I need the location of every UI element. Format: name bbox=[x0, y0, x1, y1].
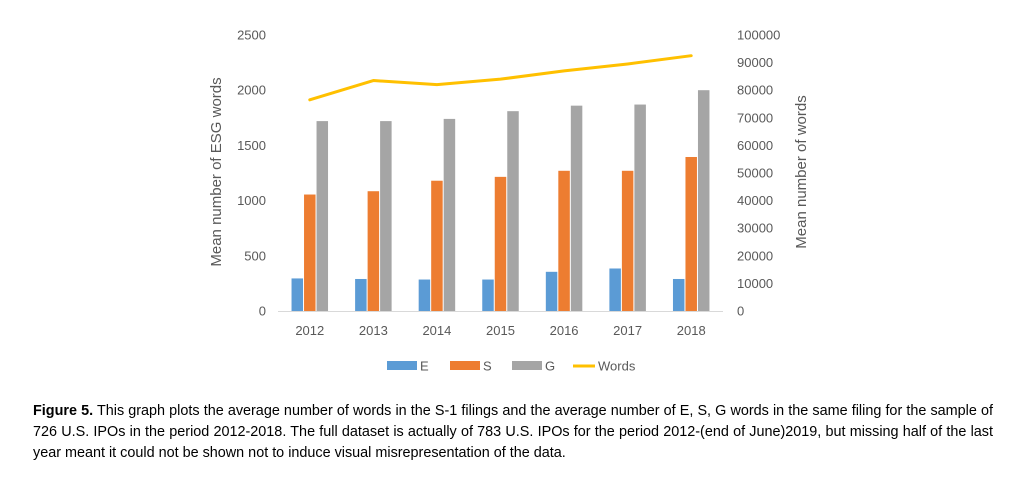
y-tick-label: 1000 bbox=[237, 193, 266, 208]
bar-e bbox=[355, 278, 367, 311]
y2-tick-label: 70000 bbox=[737, 110, 773, 125]
combo-chart: 0 500 1000 1500 2000 2500 0 10000 20000 30000 4000… bbox=[208, 28, 810, 374]
bar-s bbox=[494, 176, 507, 311]
figure-caption: Figure 5. This graph plots the average n… bbox=[33, 401, 993, 464]
x-tick-label: 2014 bbox=[422, 323, 451, 338]
bar-s bbox=[685, 156, 697, 311]
bar-s bbox=[621, 170, 634, 311]
bar-g bbox=[316, 121, 329, 311]
x-tick-label: 2015 bbox=[486, 323, 515, 338]
x-tick-label: 2013 bbox=[359, 323, 388, 338]
legend-label-e: E bbox=[420, 359, 429, 374]
caption-text: This graph plots the average number of w… bbox=[33, 403, 993, 461]
x-tick-label: 2012 bbox=[295, 323, 324, 338]
y2-tick-label: 40000 bbox=[737, 193, 773, 208]
y2-axis-title: Mean number of words bbox=[793, 95, 810, 248]
bar-g bbox=[443, 118, 456, 312]
bar-g bbox=[507, 111, 519, 312]
y-tick-label: 0 bbox=[259, 304, 266, 319]
bar-g bbox=[380, 121, 392, 311]
legend-label-g: G bbox=[545, 359, 555, 374]
bar-s bbox=[431, 180, 443, 311]
legend-swatch-g bbox=[512, 361, 542, 370]
y2-tick-label: 20000 bbox=[737, 248, 773, 263]
bar-e bbox=[482, 279, 494, 311]
y2-tick-label: 50000 bbox=[737, 166, 773, 181]
y-tick-label: 2000 bbox=[237, 83, 266, 98]
legend-swatch-s bbox=[450, 361, 480, 370]
bar-e bbox=[672, 278, 685, 311]
legend-swatch-e bbox=[387, 361, 417, 370]
x-tick-label: 2018 bbox=[677, 323, 706, 338]
y2-tick-label: 90000 bbox=[737, 55, 773, 70]
caption-label: Figure 5. bbox=[33, 403, 94, 419]
y-axis-title: Mean number of ESG words bbox=[208, 77, 225, 266]
y2-tick-label: 30000 bbox=[737, 221, 773, 236]
x-tick-label: 2017 bbox=[613, 323, 642, 338]
y-tick-label: 1500 bbox=[237, 138, 266, 153]
legend: E S G Words bbox=[387, 359, 636, 374]
legend-label-words: Words bbox=[598, 359, 636, 374]
y2-tick-label: 10000 bbox=[737, 276, 773, 291]
x-tick-label: 2016 bbox=[550, 323, 579, 338]
y-tick-label: 500 bbox=[244, 248, 266, 263]
bar-g bbox=[634, 104, 646, 311]
y2-tick-label: 80000 bbox=[737, 83, 773, 98]
bar-g bbox=[570, 105, 583, 311]
bar-s bbox=[558, 170, 570, 311]
bar-e bbox=[418, 279, 431, 311]
bar-e bbox=[545, 271, 558, 311]
plot-area: 0 500 1000 1500 2000 2500 0 10000 20000 30000 4000… bbox=[237, 28, 780, 339]
y-tick-label: 2500 bbox=[237, 28, 266, 43]
bar-s bbox=[304, 194, 316, 311]
bar-g bbox=[697, 90, 710, 311]
y2-tick-label: 100000 bbox=[737, 28, 780, 43]
bar-e bbox=[291, 278, 304, 311]
y2-tick-label: 60000 bbox=[737, 138, 773, 153]
legend-label-s: S bbox=[483, 359, 492, 374]
bar-s bbox=[367, 191, 380, 311]
y2-tick-label: 0 bbox=[737, 304, 744, 319]
line-words bbox=[308, 54, 693, 102]
bar-e bbox=[609, 268, 621, 311]
